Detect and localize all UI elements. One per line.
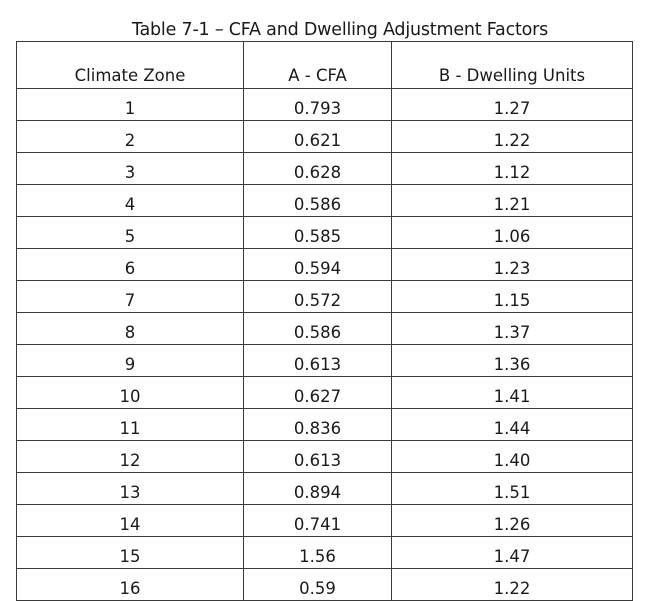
cfa-factor-cell: 0.585 (243, 216, 392, 249)
dwelling-factor-cell: 1.12 (391, 152, 633, 185)
cfa-factor-cell: 0.741 (243, 504, 392, 537)
dwelling-factor-cell: 1.23 (391, 248, 633, 281)
table-row: 10 0.627 1.41 (16, 376, 633, 409)
adjustment-factors-table: Climate Zone A - CFA B - Dwelling Units … (16, 41, 633, 601)
climate-zone-cell: 6 (16, 248, 244, 281)
table-row: 3 0.628 1.12 (16, 152, 633, 185)
climate-zone-cell: 14 (16, 504, 244, 537)
climate-zone-cell: 5 (16, 216, 244, 249)
table-row: 1 0.793 1.27 (16, 88, 633, 121)
header-b-dwelling-units: B - Dwelling Units (391, 41, 633, 89)
cfa-factor-cell: 0.613 (243, 344, 392, 377)
dwelling-factor-cell: 1.36 (391, 344, 633, 377)
dwelling-factor-cell: 1.41 (391, 376, 633, 409)
table-row: 2 0.621 1.22 (16, 120, 633, 153)
cfa-factor-cell: 1.56 (243, 536, 392, 569)
dwelling-factor-cell: 1.47 (391, 536, 633, 569)
cfa-factor-cell: 0.572 (243, 280, 392, 313)
cfa-factor-cell: 0.594 (243, 248, 392, 281)
climate-zone-cell: 1 (16, 88, 244, 121)
table-row: 6 0.594 1.23 (16, 248, 633, 281)
climate-zone-cell: 11 (16, 408, 244, 441)
cfa-factor-cell: 0.613 (243, 440, 392, 473)
climate-zone-cell: 12 (16, 440, 244, 473)
table-row: 13 0.894 1.51 (16, 472, 633, 505)
dwelling-factor-cell: 1.51 (391, 472, 633, 505)
climate-zone-cell: 4 (16, 184, 244, 217)
dwelling-factor-cell: 1.06 (391, 216, 633, 249)
dwelling-factor-cell: 1.22 (391, 120, 633, 153)
table-row: 8 0.586 1.37 (16, 312, 633, 345)
dwelling-factor-cell: 1.15 (391, 280, 633, 313)
table-row: 9 0.613 1.36 (16, 344, 633, 377)
dwelling-factor-cell: 1.40 (391, 440, 633, 473)
table-row: 11 0.836 1.44 (16, 408, 633, 441)
climate-zone-cell: 3 (16, 152, 244, 185)
header-climate-zone: Climate Zone (16, 41, 244, 89)
header-a-cfa: A - CFA (243, 41, 392, 89)
climate-zone-cell: 2 (16, 120, 244, 153)
climate-zone-cell: 8 (16, 312, 244, 345)
table-row: 5 0.585 1.06 (16, 216, 633, 249)
dwelling-factor-cell: 1.37 (391, 312, 633, 345)
table-header-row: Climate Zone A - CFA B - Dwelling Units (16, 41, 633, 89)
table-row: 4 0.586 1.21 (16, 184, 633, 217)
climate-zone-cell: 10 (16, 376, 244, 409)
dwelling-factor-cell: 1.26 (391, 504, 633, 537)
dwelling-factor-cell: 1.44 (391, 408, 633, 441)
climate-zone-cell: 9 (16, 344, 244, 377)
dwelling-factor-cell: 1.21 (391, 184, 633, 217)
cfa-factor-cell: 0.793 (243, 88, 392, 121)
cfa-factor-cell: 0.586 (243, 184, 392, 217)
table-row: 14 0.741 1.26 (16, 504, 633, 537)
dwelling-factor-cell: 1.27 (391, 88, 633, 121)
table-row: 12 0.613 1.40 (16, 440, 633, 473)
table-row: 7 0.572 1.15 (16, 280, 633, 313)
climate-zone-cell: 7 (16, 280, 244, 313)
cfa-factor-cell: 0.836 (243, 408, 392, 441)
cfa-factor-cell: 0.628 (243, 152, 392, 185)
cfa-factor-cell: 0.894 (243, 472, 392, 505)
cfa-factor-cell: 0.621 (243, 120, 392, 153)
table-row: 15 1.56 1.47 (16, 536, 633, 569)
cfa-factor-cell: 0.586 (243, 312, 392, 345)
table-caption: Table 7-1 – CFA and Dwelling Adjustment … (131, 20, 549, 40)
climate-zone-cell: 15 (16, 536, 244, 569)
climate-zone-cell: 13 (16, 472, 244, 505)
cfa-factor-cell: 0.627 (243, 376, 392, 409)
